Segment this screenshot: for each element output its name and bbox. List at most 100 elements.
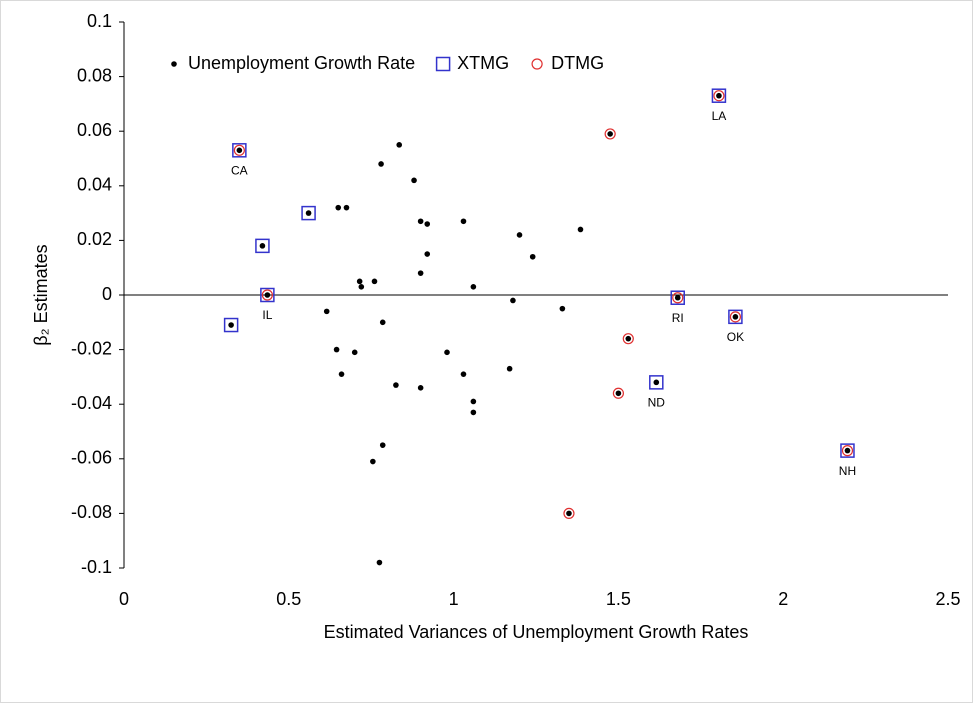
x-tick-label: 1 (449, 589, 459, 609)
x-tick-label: 2.5 (935, 589, 960, 609)
point-dot (577, 226, 584, 233)
point-dot (338, 371, 345, 377)
x-tick-label: 2 (778, 589, 788, 609)
point-square (301, 205, 316, 221)
point-dot (305, 210, 312, 216)
point-dot (460, 371, 467, 377)
point-dot (343, 204, 350, 211)
point-dot (417, 218, 424, 225)
point-square (670, 290, 685, 305)
y-tick-label: 0.04 (77, 175, 112, 195)
x-tick-label: 0.5 (276, 589, 301, 609)
x-axis-title: Estimated Variances of Unemployment Grow… (324, 622, 749, 642)
point-square (711, 88, 727, 103)
point-dot (674, 294, 681, 301)
point-dot (716, 92, 722, 99)
point-circle (729, 311, 742, 323)
point-circle (713, 90, 725, 102)
point-label: IL (262, 308, 272, 322)
point-dot (351, 349, 358, 356)
point-dot (732, 314, 739, 320)
point-circle (563, 507, 575, 520)
point-dot (370, 458, 376, 465)
point-dot (393, 382, 399, 388)
y-axis-title: β₂ Estimates (31, 244, 51, 345)
point-dot (264, 292, 271, 298)
point-label: LA (712, 109, 727, 123)
point-dot (379, 319, 386, 326)
point-square (260, 287, 275, 303)
y-tick-label: 0 (102, 284, 112, 304)
point-circle (622, 333, 634, 345)
point-dot (460, 218, 467, 225)
point-dot (844, 447, 851, 454)
point-label: CA (231, 163, 248, 177)
point-square (232, 143, 247, 158)
point-dot (506, 365, 513, 372)
point-dot (510, 297, 516, 304)
point-dot (356, 278, 363, 285)
y-tick-label: -0.08 (71, 502, 112, 522)
x-tick-label: 1.5 (606, 589, 631, 609)
y-tick-label: -0.1 (81, 557, 112, 577)
point-circle (841, 445, 854, 457)
point-label: OK (727, 330, 744, 344)
y-tick-label: -0.02 (71, 338, 112, 358)
point-square (649, 375, 664, 390)
point-square (223, 317, 239, 333)
point-dot (653, 379, 660, 386)
point-dot (424, 221, 431, 227)
point-dot (333, 346, 340, 353)
point-dot (444, 349, 450, 356)
point-dot (259, 243, 266, 249)
y-tick-label: 0.1 (87, 11, 112, 31)
point-dot (371, 278, 378, 285)
point-square (728, 309, 743, 325)
legend-marker (171, 61, 177, 67)
legend-marker (531, 58, 543, 70)
point-dot (335, 204, 342, 211)
point-dot (516, 232, 523, 238)
point-dot (228, 322, 234, 328)
point-circle (604, 128, 616, 140)
point-dot (424, 251, 431, 257)
x-tick-label: 0 (119, 589, 129, 609)
point-dot (470, 398, 477, 405)
point-dot (411, 177, 417, 184)
point-label: NH (839, 464, 856, 478)
point-dot (417, 385, 424, 391)
point-circle (672, 292, 684, 304)
point-dot (529, 253, 536, 260)
point-dot (470, 409, 477, 416)
point-dot (625, 335, 632, 342)
y-tick-label: 0.06 (77, 120, 112, 140)
point-square (255, 238, 270, 254)
y-tick-label: -0.04 (71, 393, 112, 413)
point-dot (615, 390, 622, 397)
point-dot (607, 131, 613, 137)
point-dot (323, 308, 330, 315)
legend-label: DTMG (551, 53, 604, 73)
legend-marker (435, 56, 451, 72)
point-dot (559, 305, 566, 312)
legend-label: Unemployment Growth Rate (188, 53, 415, 73)
y-tick-label: 0.08 (77, 65, 112, 85)
point-dot (470, 284, 477, 290)
point-circle (261, 289, 273, 301)
point-dot (378, 161, 384, 167)
point-dot (236, 147, 243, 154)
legend-label: XTMG (457, 53, 509, 73)
point-dot (396, 142, 403, 148)
point-circle (612, 387, 625, 399)
point-dot (358, 284, 365, 290)
point-dot (417, 270, 424, 276)
y-tick-label: 0.02 (77, 229, 112, 249)
point-dot (566, 510, 572, 517)
point-label: ND (648, 396, 666, 410)
point-square (840, 443, 855, 458)
y-tick-label: -0.06 (71, 448, 112, 468)
point-circle (233, 144, 245, 156)
point-dot (376, 559, 383, 566)
